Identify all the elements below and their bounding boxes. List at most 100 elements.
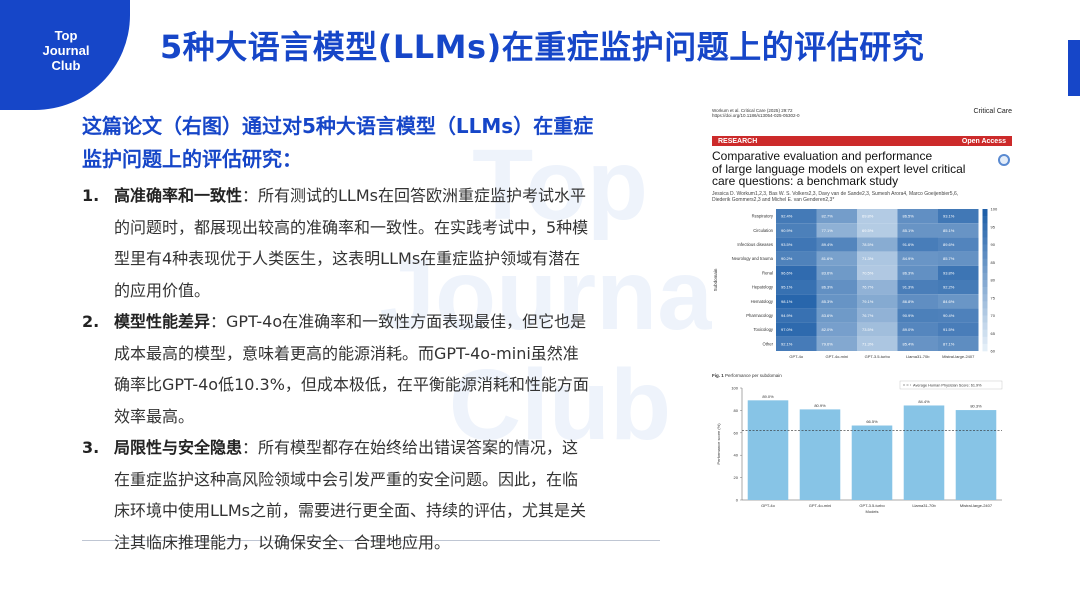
heatmap-cell — [897, 279, 938, 294]
colorbar-segment — [982, 300, 988, 309]
heatmap-cell-label: 69.8% — [862, 213, 874, 218]
figure-label: Fig. 1 — [712, 372, 724, 378]
legend-box — [899, 380, 1003, 389]
heatmap-cell — [776, 208, 817, 223]
page-title: 5种大语言模型(LLMs)在重症监护问题上的评估研究 — [160, 28, 925, 66]
paper-title-line: care questions: a benchmark study — [712, 174, 899, 188]
heatmap-cell — [776, 279, 817, 294]
heatmap-cell-label: 81.6% — [822, 256, 834, 261]
item-text: 型里有4种表现优于人类医生，这表明LLMs在重症监护领域有潜在 — [114, 249, 581, 268]
heatmap-cell-label: 86.8% — [903, 298, 915, 303]
heatmap-cell-label: 79.6% — [822, 341, 834, 346]
heatmap-cell — [816, 307, 857, 323]
heatmap-cell-label: 95.1% — [781, 284, 793, 289]
heatmap-cell — [776, 222, 817, 237]
item-number: 3. — [82, 438, 100, 457]
item-text: ：所有模型都存在始终给出错误答案的情况，这 — [242, 438, 579, 457]
heatmap-row-label: Respiratory — [752, 213, 774, 218]
heatmap-row-label: Infectious diseases — [737, 242, 773, 247]
heatmap-cell-label: 93.5% — [781, 242, 793, 247]
item-text: 床环境中使用LLMs之前，需要进行更全面、持续的评估，尤其是关 — [114, 501, 586, 520]
heatmap-cell — [897, 236, 938, 252]
item-heading: 模型性能差异 — [114, 312, 211, 331]
heatmap-cell-label: 96.6% — [781, 270, 793, 275]
colorbar-segment — [982, 272, 988, 280]
colorbar-segment — [982, 258, 988, 266]
heatmap-cell-label: 85.7% — [943, 256, 955, 261]
logo-line-3: Club — [51, 58, 81, 73]
doi-line: https://doi.org/10.1186/s13054-025-05302… — [712, 113, 800, 118]
heatmap-cell-label: 90.2% — [781, 256, 793, 261]
heatmap-cell — [776, 265, 817, 280]
heatmap-cell-label: 85.4% — [903, 341, 915, 346]
heatmap-cell-label: 89.0% — [903, 327, 915, 332]
colorbar-tick-label: 85 — [991, 259, 996, 264]
heatmap-cell — [897, 251, 938, 266]
heatmap-cell — [938, 251, 979, 266]
heatmap-cell — [816, 236, 857, 252]
intro-line-1: 这篇论文（右图）通过对5种大语言模型（LLMs）在重症 — [82, 114, 594, 138]
watermark-line-3: Club — [448, 349, 672, 461]
watermark: Top Journal Club — [300, 130, 820, 460]
bar-x-label: Models — [866, 509, 879, 514]
heatmap-cell-label: 71.3% — [862, 341, 874, 346]
heatmap-cell-label: 90.4% — [943, 313, 955, 318]
bar-y-tick-label: 60 — [734, 430, 739, 435]
bar-y-tick-label: 20 — [734, 475, 739, 480]
divider — [82, 540, 660, 541]
heatmap-cell — [857, 336, 898, 351]
heatmap-cell-label: 92.1% — [781, 341, 793, 346]
heatmap-cell — [897, 208, 938, 223]
colorbar-segment — [982, 244, 988, 252]
heatmap-row-label: Circulation — [753, 227, 773, 232]
watermark-line-2: Journal — [379, 239, 741, 351]
heatmap-cell — [776, 336, 817, 351]
heatmap-cell — [776, 293, 817, 308]
bar-category-label: Mistral-large-2407 — [960, 503, 993, 508]
finding-item: 2. 模型性能差异：GPT-4o在准确率和一致性方面表现最佳，但它也是 成本最高… — [82, 306, 672, 432]
item-text: ：GPT-4o在准确率和一致性方面表现最佳，但它也是 — [210, 312, 587, 331]
heatmap-cell — [816, 251, 857, 266]
heatmap-cell-label: 91.3% — [903, 284, 915, 289]
colorbar-segment — [982, 293, 988, 302]
bar-value-label: 80.9% — [814, 402, 826, 407]
item-text: 确率比GPT-4o低10.3%，但成本极低，在平衡能源消耗和性能方面 — [114, 375, 589, 394]
heatmap-cell — [776, 251, 817, 266]
heatmap-cell — [857, 265, 898, 280]
colorbar-tick-label: 65 — [991, 330, 996, 335]
colorbar-segment — [982, 208, 988, 216]
colorbar-segment — [982, 315, 988, 323]
heatmap-cell-label: 91.6% — [903, 242, 915, 247]
heatmap-row-label: Neurology and trauma — [732, 256, 774, 261]
heatmap-cell — [938, 265, 979, 280]
colorbar-segment — [982, 265, 988, 273]
paper-citation: Workum et al. Critical Care (2025) 29:72… — [712, 108, 799, 118]
heatmap-cell-label: 92.4% — [781, 213, 793, 218]
heatmap-cell — [938, 322, 979, 337]
colorbar-segment — [982, 251, 988, 259]
item-number: 2. — [82, 312, 100, 331]
authors-line: Jessica D. Workum1,2,3, Bas W. S. Volker… — [712, 190, 959, 197]
heatmap-cell — [816, 222, 857, 237]
bar-y-label: Performance score (%) — [716, 422, 721, 464]
finding-item: 3. 局限性与安全隐患：所有模型都存在始终给出错误答案的情况，这 在重症监护这种… — [82, 432, 672, 558]
heatmap-chart: Subdomain Respiratory 92.4% 82.7% 69.8% 86.5%… — [713, 206, 998, 359]
item-text: ：所有测试的LLMs在回答欧洲重症监护考试水平 — [242, 186, 586, 205]
item-text: 效率最高。 — [114, 406, 195, 426]
item-heading: 局限性与安全隐患 — [114, 438, 243, 457]
heatmap-cell — [857, 222, 898, 237]
heatmap-cell-label: 86.3% — [903, 270, 915, 275]
watermark-line-1: Top — [472, 129, 648, 241]
item-text: 在重症监护这种高风险领域中会引发严重的安全问题。因此，在临 — [114, 469, 579, 489]
item-text: 成本最高的模型，意味着更高的能源消耗。而GPT-4o-mini虽然准 — [114, 343, 579, 363]
citation-line: Workum et al. Critical Care (2025) 29:72 — [712, 108, 793, 113]
journal-logo: Top Journal Club — [26, 28, 106, 73]
heatmap-cell-label: 79.1% — [862, 298, 874, 303]
colorbar-segment — [982, 215, 988, 223]
heatmap-cell — [857, 307, 898, 323]
heatmap-row-label: Pharmacology — [746, 313, 774, 318]
crossmark-icon — [998, 154, 1010, 166]
heatmap-cell — [857, 293, 898, 308]
heatmap-cell-label: 71.3% — [862, 256, 874, 261]
heatmap-cell-label: 90.9% — [903, 313, 915, 318]
